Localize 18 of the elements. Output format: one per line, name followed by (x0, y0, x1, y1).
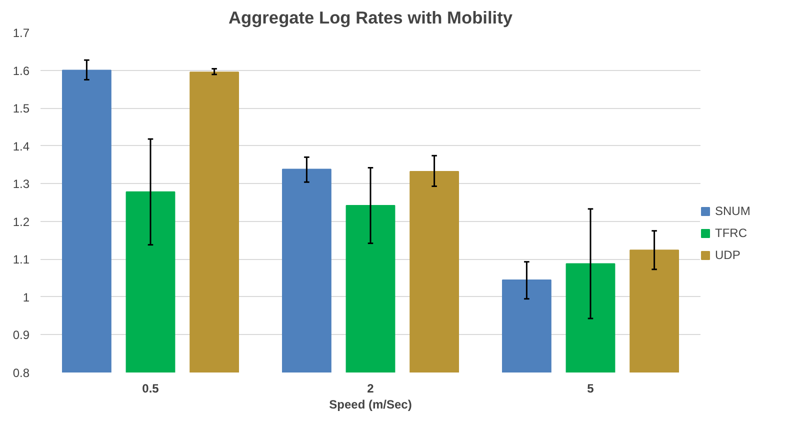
x-tick-label: 0.5 (142, 382, 160, 396)
x-tick-label: 2 (367, 382, 374, 396)
x-tick-label: 5 (587, 382, 594, 396)
y-tick-label: 1 (22, 290, 30, 304)
y-tick-label: 1.5 (12, 102, 30, 116)
y-tick-label: 1.3 (12, 177, 30, 192)
y-tick-label: 0.9 (12, 328, 30, 342)
legend-label: TFRC (715, 226, 747, 240)
y-tick-label: 0.8 (12, 366, 30, 380)
y-tick-label: 1.1 (12, 252, 30, 267)
y-tick-label: 1.4 (12, 139, 30, 154)
y-tick-label: 1.2 (12, 214, 30, 229)
y-tick-label: 1.7 (12, 26, 30, 40)
legend-label: SNUM (715, 204, 750, 218)
x-axis-title: Speed (m/Sec) (329, 398, 412, 412)
chart-title: Aggregate Log Rates with Mobility (228, 8, 513, 28)
y-tick-label: 1.6 (12, 64, 30, 78)
legend-label: UDP (715, 248, 740, 262)
